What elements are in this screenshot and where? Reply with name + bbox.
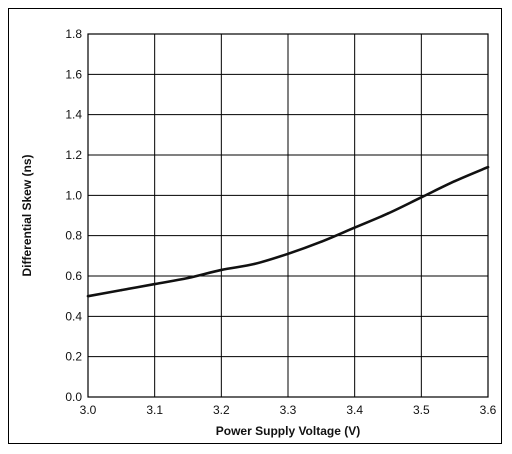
y-tick-label: 0.4 bbox=[65, 309, 82, 323]
y-tick-label: 1.2 bbox=[65, 148, 82, 162]
chart-svg: 3.0 3.1 3.2 3.3 3.4 3.5 3.6 0.0 0.2 0.4 0.6 0.8 1.0… bbox=[20, 27, 497, 438]
x-axis-title: Power Supply Voltage (V) bbox=[216, 424, 360, 438]
x-tick-label: 3.5 bbox=[413, 403, 430, 417]
grid bbox=[87, 33, 489, 398]
x-tick-label: 3.1 bbox=[146, 403, 163, 417]
y-tick-label: 0.8 bbox=[65, 229, 82, 243]
x-tick-label: 3.4 bbox=[346, 403, 363, 417]
y-tick-labels: 0.0 0.2 0.4 0.6 0.8 1.0 1.2 1.4 1.6 1.8 bbox=[65, 27, 82, 404]
y-tick-label: 1.8 bbox=[65, 27, 82, 41]
y-tick-label: 1.6 bbox=[65, 67, 82, 81]
y-tick-label: 1.0 bbox=[65, 188, 82, 202]
data-point bbox=[186, 276, 190, 280]
x-tick-labels: 3.0 3.1 3.2 3.3 3.4 3.5 3.6 bbox=[80, 403, 497, 417]
y-axis-title: Differential Skew (ns) bbox=[20, 154, 34, 276]
x-tick-label: 3.3 bbox=[280, 403, 297, 417]
x-tick-label: 3.6 bbox=[480, 403, 497, 417]
data-point bbox=[320, 240, 323, 243]
y-tick-label: 0.2 bbox=[65, 350, 82, 364]
data-point bbox=[120, 288, 123, 292]
data-point bbox=[353, 226, 356, 229]
data-point bbox=[220, 268, 223, 272]
data-point bbox=[253, 262, 256, 266]
data-point bbox=[153, 282, 156, 286]
y-tick-label: 0.0 bbox=[65, 390, 82, 404]
y-tick-label: 0.6 bbox=[65, 269, 82, 283]
series-layer bbox=[86, 165, 490, 298]
plot-area-border bbox=[87, 33, 489, 398]
y-tick-label: 1.4 bbox=[65, 108, 82, 122]
data-point bbox=[453, 180, 456, 183]
x-tick-label: 3.0 bbox=[80, 403, 97, 417]
data-point bbox=[286, 252, 290, 256]
chart-frame: 3.0 3.1 3.2 3.3 3.4 3.5 3.6 0.0 0.2 0.4 0.6 0.8 1.0… bbox=[8, 8, 502, 444]
data-point bbox=[86, 294, 90, 298]
data-point bbox=[486, 165, 490, 169]
x-tick-label: 3.2 bbox=[213, 403, 230, 417]
data-point bbox=[420, 196, 423, 199]
data-point bbox=[386, 212, 390, 215]
